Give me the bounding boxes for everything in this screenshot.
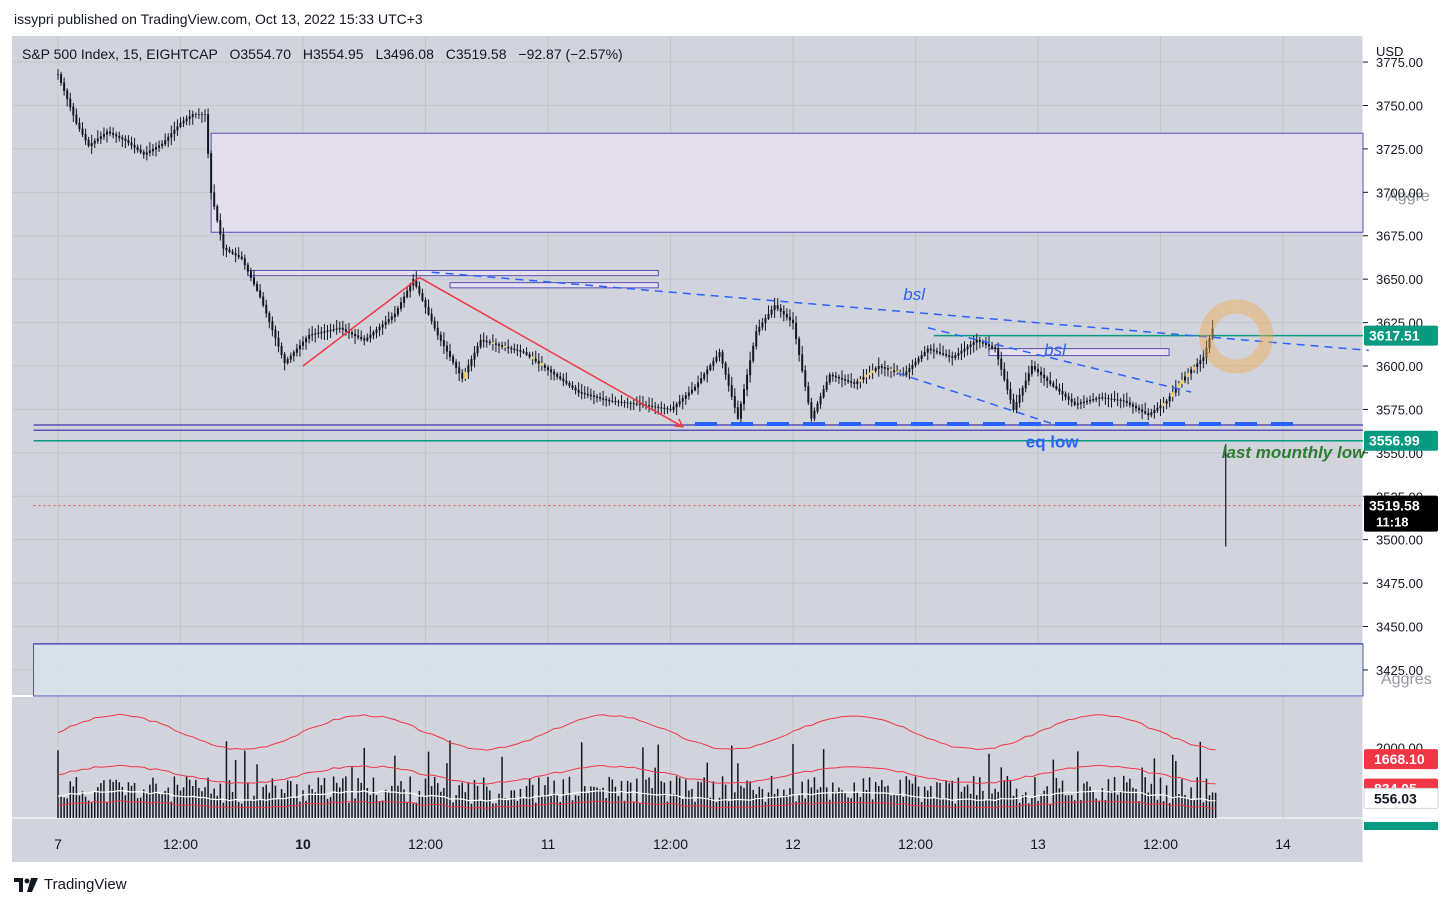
price-axis-tick-label: 3700.00 [1376, 185, 1423, 200]
publisher-text: issypri published on TradingView.com, Oc… [14, 11, 423, 27]
price-label-badge [1364, 430, 1438, 451]
tradingview-logo-icon [14, 877, 38, 892]
bsl-dashed-upper [431, 271, 1369, 352]
annotation-label: Aggres [1381, 671, 1432, 688]
time-axis-label: 12:00 [898, 836, 933, 852]
legend-change: −92.87 (−2.57%) [518, 46, 622, 62]
annotation-label: eq low [1026, 433, 1080, 452]
bsl-dashed-lower [927, 327, 1192, 393]
annotation-label: last mounthly low [1222, 443, 1367, 462]
price-axis-tick-label: 3675.00 [1376, 229, 1423, 244]
red-swing-2 [419, 276, 684, 428]
price-label-text: 3556.99 [1369, 433, 1420, 449]
legend-close: C3519.58 [446, 46, 507, 62]
time-axis-label: 12:00 [163, 836, 198, 852]
legend-high: H3554.95 [303, 46, 364, 62]
annotations-layer: bsl bsl eq low last mounthly low Aggre Aggres [903, 188, 1431, 688]
price-axis-tick-label: 3500.00 [1376, 533, 1423, 548]
top-bar: issypri published on TradingView.com, Oc… [0, 0, 1456, 36]
red-swing-1 [302, 276, 420, 367]
legend-open: O3554.70 [229, 46, 291, 62]
volume-label-text: 556.03 [1374, 790, 1417, 806]
volume-band-lower [57, 800, 1216, 809]
trendlines-layer [302, 271, 1369, 428]
time-axis-label: 11 [541, 836, 556, 852]
price-axis-tick-label: 3775.00 [1376, 55, 1423, 70]
chart-frame[interactable]: bsl bsl eq low last mounthly low Aggre Aggres… [12, 36, 1444, 862]
zones-layer [33, 132, 1364, 697]
time-axis-label: 13 [1030, 836, 1046, 852]
price-label-badge [1364, 325, 1438, 346]
red-arrow-head [673, 418, 685, 428]
price-axis-tick-label: 3425.00 [1376, 663, 1423, 678]
time-axis-label: 12:00 [408, 836, 443, 852]
aggressive-zone-bottom [33, 643, 1364, 697]
tradingview-wordmark: TradingView [44, 876, 127, 893]
legend-text: S&P 500 Index, 15, EIGHTCAP O3554.70 H35… [22, 46, 623, 62]
footer: TradingView [0, 866, 1456, 906]
time-axis-background [12, 818, 1363, 862]
chart-canvas[interactable]: bsl bsl eq low last mounthly low Aggre Aggres… [12, 36, 1444, 862]
currency-label: USD [1376, 44, 1403, 59]
price-axis-tick-label: 3750.00 [1376, 98, 1423, 113]
price-axis-tick-label: 3650.00 [1376, 272, 1423, 287]
volume-label-badge-clipped [1364, 822, 1438, 830]
tradingview-logo[interactable]: TradingView [14, 876, 127, 893]
bsl-box-3 [988, 348, 1170, 357]
price-axis-tick-label: 3575.00 [1376, 402, 1423, 417]
price-label-badge [1364, 495, 1438, 532]
legend-symbol: S&P 500 Index, 15, EIGHTCAP [22, 46, 218, 62]
annotation-label: bsl [1044, 341, 1067, 360]
price-label-countdown: 11:18 [1376, 515, 1409, 530]
time-axis-label: 7 [54, 836, 62, 852]
time-axis-label: 10 [295, 836, 311, 852]
aggressive-zone-top [210, 132, 1364, 233]
time-axis-label: 14 [1275, 836, 1291, 852]
time-axis-label: 12 [785, 836, 801, 852]
legend-low: L3496.08 [375, 46, 434, 62]
volume-label-badge [1363, 787, 1439, 809]
price-axis-tick-label: 3450.00 [1376, 620, 1423, 635]
volume-label-text: 1668.10 [1374, 751, 1425, 767]
time-axis[interactable]: 7 12:00 10 12:00 11 12:00 12 12:00 13 12:00 14 [54, 836, 1291, 852]
volume-label-badge [1364, 749, 1438, 770]
price-label-text: 3519.58 [1369, 498, 1420, 514]
time-axis-label: 12:00 [1143, 836, 1178, 852]
horizontal-lines-layer [33, 334, 1363, 645]
time-axis-label: 12:00 [653, 836, 688, 852]
price-label-text: 3617.51 [1369, 328, 1420, 344]
annotation-label: Aggre [1387, 188, 1430, 205]
bsl-box-1 [247, 269, 659, 277]
price-labels-layer: 3617.513556.993519.5811:181668.10834.055… [1363, 325, 1439, 830]
volume-series [57, 713, 1217, 818]
price-axis-tick-label: 3725.00 [1376, 142, 1423, 157]
price-axis-tick-label: 3475.00 [1376, 576, 1423, 591]
volume-average-line [57, 789, 1216, 802]
volume-band-mid [57, 764, 1216, 785]
price-axis-tick-label: 3600.00 [1376, 359, 1423, 374]
highlight-circle [1199, 299, 1274, 374]
annotation-label: bsl [903, 285, 926, 304]
bsl-box-2 [449, 282, 659, 289]
volume-band-upper [57, 713, 1216, 751]
